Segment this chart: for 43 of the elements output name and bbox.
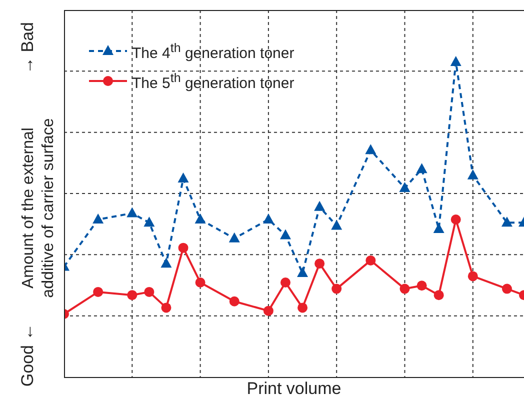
point [434, 290, 444, 300]
point [450, 56, 462, 66]
point [365, 144, 376, 154]
text: → Bad [18, 22, 38, 74]
x-axis-title: Print volume [246, 379, 342, 399]
point [144, 286, 154, 297]
point [298, 302, 308, 313]
point [280, 229, 291, 240]
legend-label: The 5$^{th}$ generation toner [132, 70, 294, 94]
point [263, 306, 274, 316]
point [450, 214, 461, 224]
text: Good ← [18, 323, 38, 387]
point [331, 220, 342, 230]
point [502, 284, 512, 294]
point [468, 271, 478, 282]
point [127, 290, 138, 300]
point [332, 284, 342, 294]
point [501, 216, 512, 227]
point [366, 255, 376, 266]
point [467, 169, 478, 180]
point [160, 258, 172, 268]
point [280, 277, 290, 288]
point [228, 232, 240, 242]
point [314, 258, 325, 269]
point [229, 296, 240, 306]
point [144, 216, 155, 227]
point [194, 213, 206, 224]
point [400, 284, 410, 294]
point [178, 172, 189, 183]
point [161, 302, 172, 313]
point [178, 242, 188, 253]
point [92, 213, 104, 224]
point [262, 213, 274, 224]
point [416, 163, 428, 174]
point [399, 182, 410, 192]
point [314, 200, 326, 211]
point [416, 280, 427, 291]
point [297, 267, 308, 278]
legend-label: The 4$^{th}$ generation toner [132, 40, 294, 64]
point [93, 286, 104, 297]
point [126, 207, 138, 218]
y-axis-title: Amount of the external additive of carrier surface [19, 117, 58, 300]
point [195, 277, 206, 288]
